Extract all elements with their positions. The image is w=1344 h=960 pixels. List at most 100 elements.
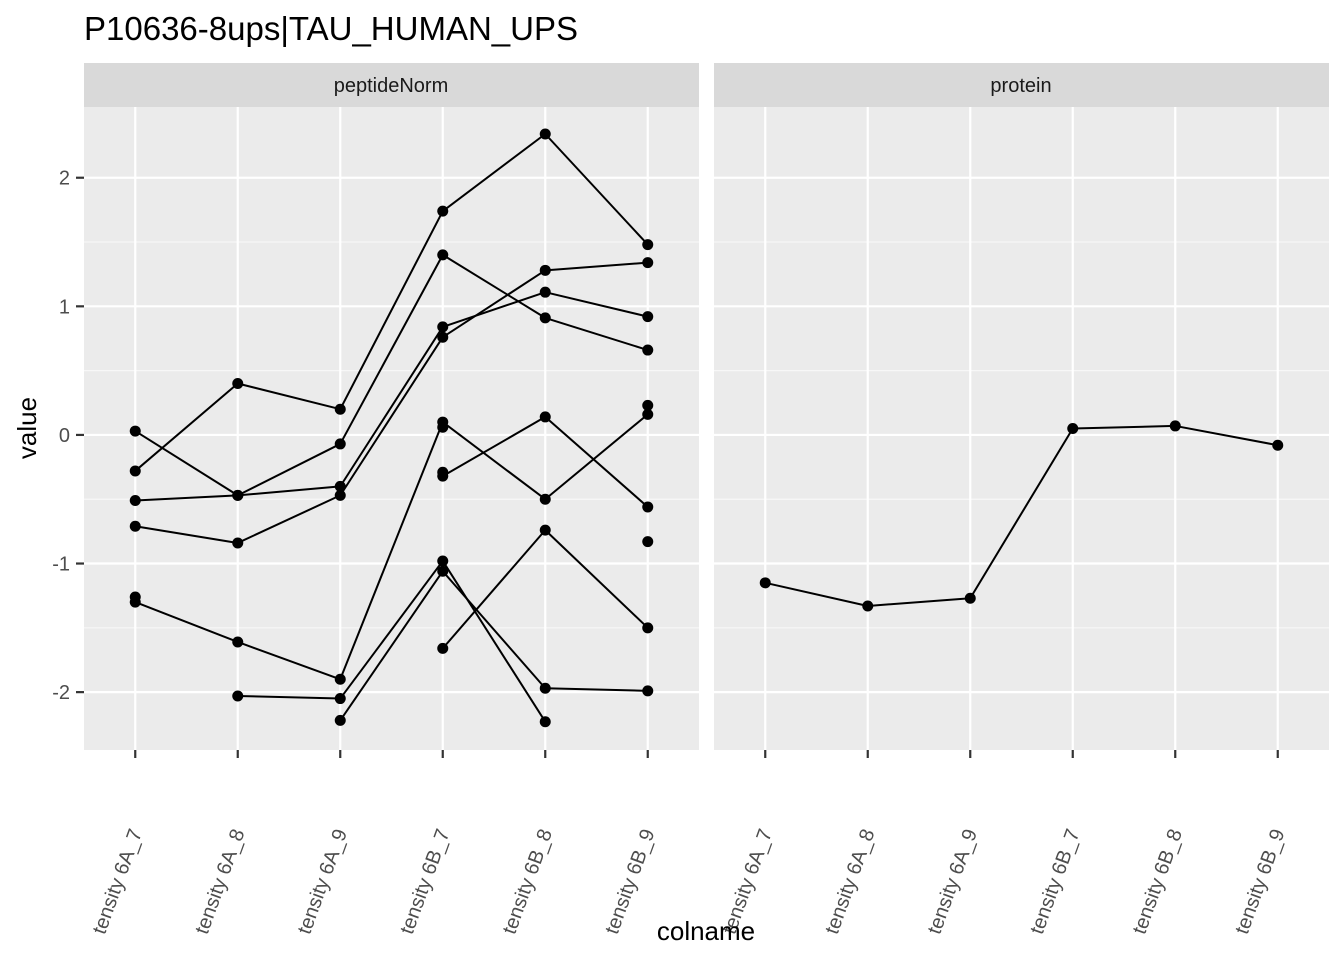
y-tick-label: -1	[52, 554, 70, 576]
data-point	[862, 600, 874, 612]
data-point	[1067, 423, 1079, 434]
data-point	[539, 312, 551, 324]
series-line-segment	[237, 443, 341, 497]
x-tick-label: tensity 6B_8	[499, 826, 557, 937]
x-tick-label: tensity 6B_7	[396, 826, 454, 937]
data-point	[129, 520, 141, 532]
data-point	[437, 321, 449, 333]
panel-protein: protein tensity 6A_7 tensity 6A_8 tensity …	[714, 63, 1329, 937]
series-line-segment	[442, 421, 546, 501]
series-line-segment	[544, 133, 649, 246]
data-point	[642, 344, 654, 356]
data-point	[129, 495, 141, 507]
data-point	[334, 403, 346, 415]
data-point	[437, 205, 449, 217]
series-line-segment	[545, 291, 648, 318]
series-line-segment	[442, 133, 546, 212]
data-point	[232, 537, 244, 549]
data-point	[642, 408, 654, 420]
series-line-segment	[544, 416, 649, 508]
series-line-segment	[339, 560, 444, 700]
series-line-segment	[442, 254, 546, 319]
plot-area-protein	[714, 107, 1329, 750]
series-line-segment	[545, 687, 648, 692]
series-line-segment	[339, 570, 444, 721]
series-line-segment	[441, 529, 547, 650]
y-axis-title: value	[12, 397, 42, 459]
x-tick-label: tensity 6B_8	[1129, 826, 1187, 937]
series-protein	[759, 420, 1284, 612]
data-point	[232, 489, 244, 501]
data-point	[437, 466, 449, 478]
x-tick-label: tensity 6A_8	[821, 826, 879, 937]
y-tick-label: 0	[59, 425, 70, 447]
data-point	[232, 377, 244, 389]
data-point	[232, 690, 244, 702]
data-point	[334, 438, 346, 450]
series-line-segment	[969, 427, 1074, 599]
x-tick-label: tensity 6A_9	[924, 826, 982, 937]
series-line-segment	[237, 382, 341, 411]
series-line-segment	[1175, 424, 1278, 447]
series-line-segment	[339, 210, 444, 410]
series-line-segment	[237, 485, 341, 497]
data-series	[437, 466, 449, 478]
data-point	[539, 264, 551, 276]
x-tick-label: tensity 6B_9	[1231, 826, 1289, 937]
data-point	[129, 596, 141, 608]
data-series	[129, 128, 654, 477]
data-point	[539, 524, 551, 536]
data-point	[642, 622, 654, 634]
x-tick-label: tensity 6A_9	[294, 826, 352, 937]
data-point	[334, 714, 346, 726]
panel-peptideNorm: peptideNorm tensity 6A_7 tensity 6A_8 tens…	[84, 63, 699, 937]
series-line-segment	[765, 581, 868, 607]
data-series	[437, 421, 449, 433]
data-point	[437, 331, 449, 343]
x-tick-label: tensity 6A_8	[191, 826, 249, 937]
data-point	[642, 311, 654, 323]
series-line-segment	[442, 416, 546, 477]
data-point	[539, 682, 551, 694]
series-line-segment	[237, 694, 341, 700]
data-point	[437, 249, 449, 261]
data-point	[1169, 420, 1181, 432]
strip-protein	[714, 63, 1329, 107]
series-line-segment	[442, 269, 546, 339]
data-point	[232, 636, 244, 648]
data-point	[642, 685, 654, 697]
data-point	[437, 565, 449, 577]
data-series	[232, 555, 551, 728]
data-point	[539, 286, 551, 298]
data-point	[642, 501, 654, 513]
series-line-segment	[237, 641, 341, 681]
data-point	[642, 536, 654, 548]
data-point	[437, 555, 449, 567]
series-line-segment	[544, 413, 649, 501]
series-peptideNorm	[129, 128, 654, 728]
series-line-segment	[441, 560, 547, 723]
chart-title: P10636-8ups|TAU_HUMAN_UPS	[84, 10, 578, 47]
series-line-segment	[339, 326, 444, 487]
series-line-segment	[441, 570, 547, 689]
series-line-segment	[339, 421, 444, 680]
data-series	[642, 536, 654, 548]
x-axis-peptideNorm: tensity 6A_7 tensity 6A_8 tensity 6A_9 tens…	[89, 750, 659, 937]
strip-label-protein: protein	[990, 75, 1051, 97]
series-line-segment	[135, 494, 238, 502]
series-line-segment	[442, 291, 546, 328]
data-series	[129, 257, 654, 549]
data-series	[129, 249, 654, 507]
strip-peptideNorm	[84, 63, 699, 107]
x-axis-title: colname	[657, 916, 755, 946]
data-point	[539, 493, 551, 505]
y-tick-label: -2	[52, 682, 70, 704]
y-axis: -2 -1 0 1 2	[52, 168, 84, 704]
data-point	[642, 239, 654, 251]
y-tick-label: 2	[59, 168, 70, 190]
series-line-segment	[867, 597, 971, 607]
data-point	[334, 693, 346, 705]
series-line-segment	[339, 336, 444, 496]
data-point	[334, 480, 346, 492]
